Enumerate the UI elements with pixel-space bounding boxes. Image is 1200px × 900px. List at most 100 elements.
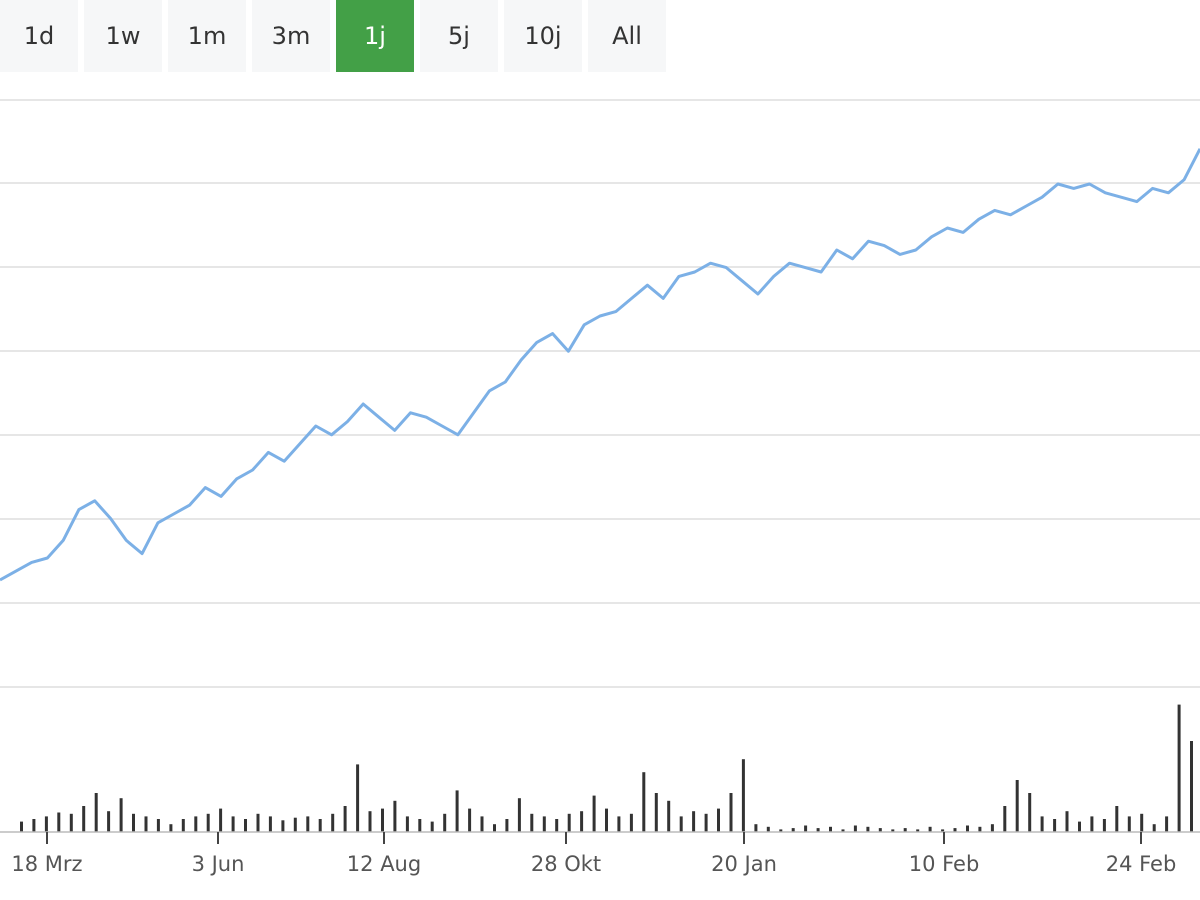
volume-bar-4 bbox=[69, 813, 73, 832]
volume-bar-88 bbox=[1115, 806, 1119, 832]
volume-bar-62 bbox=[791, 828, 795, 832]
volume-bar-35 bbox=[455, 790, 459, 832]
range-tab-1w[interactable]: 1w bbox=[84, 0, 162, 72]
volume-bar-61 bbox=[779, 829, 783, 832]
volume-bar-12 bbox=[169, 824, 173, 832]
volume-bar-71 bbox=[903, 828, 907, 832]
volume-bar-63 bbox=[804, 825, 808, 832]
volume-bar-38 bbox=[493, 824, 496, 832]
volume-bar-6 bbox=[94, 793, 98, 832]
volume-bar-59 bbox=[754, 824, 758, 832]
volume-bar-94 bbox=[1190, 741, 1193, 832]
volume-bar-31 bbox=[405, 816, 409, 832]
volume-bar-16 bbox=[219, 808, 223, 832]
range-tab-10j[interactable]: 10j bbox=[504, 0, 582, 72]
range-tab-3m[interactable]: 3m bbox=[252, 0, 330, 72]
volume-bar-92 bbox=[1165, 816, 1169, 832]
volume-bar-79 bbox=[1003, 806, 1007, 832]
volume-bar-41 bbox=[530, 813, 534, 832]
volume-bar-7 bbox=[107, 811, 111, 832]
range-tabs: 1d 1w 1m 3m 1j 5j 10j All bbox=[0, 0, 666, 72]
volume-bar-91 bbox=[1152, 824, 1156, 832]
volume-bar-52 bbox=[667, 800, 671, 832]
volume-bar-28 bbox=[368, 811, 372, 832]
volume-bar-26 bbox=[343, 806, 347, 832]
volume-bar-53 bbox=[679, 816, 683, 832]
volume-bar-51 bbox=[654, 793, 658, 832]
x-tick-label-1: 3 Jun bbox=[192, 852, 245, 876]
range-tab-5j[interactable]: 5j bbox=[420, 0, 498, 72]
x-tick-label-2: 12 Aug bbox=[347, 852, 421, 876]
volume-bar-50 bbox=[642, 772, 646, 832]
volume-bar-21 bbox=[281, 820, 285, 832]
volume-bar-90 bbox=[1140, 813, 1144, 832]
volume-bar-66 bbox=[841, 829, 845, 832]
volume-bar-11 bbox=[156, 819, 160, 832]
volume-bar-73 bbox=[928, 826, 932, 832]
volume-bar-78 bbox=[990, 824, 994, 832]
volume-bar-82 bbox=[1040, 816, 1044, 832]
volume-bar-93 bbox=[1177, 704, 1181, 832]
x-tick-label-6: 24 Feb bbox=[1106, 852, 1177, 876]
volume-bar-72 bbox=[916, 829, 920, 832]
volume-bar-56 bbox=[717, 808, 720, 832]
volume-bar-10 bbox=[144, 816, 148, 832]
volume-bar-83 bbox=[1053, 819, 1057, 832]
volume-bar-48 bbox=[617, 816, 621, 832]
volume-bar-44 bbox=[567, 813, 571, 832]
volume-bar-15 bbox=[206, 813, 210, 832]
volume-bar-57 bbox=[729, 793, 733, 832]
volume-bar-23 bbox=[306, 816, 310, 832]
volume-bar-60 bbox=[766, 826, 770, 832]
volume-bar-33 bbox=[430, 821, 434, 832]
volume-bar-85 bbox=[1078, 821, 1081, 832]
volume-bar-20 bbox=[268, 816, 272, 832]
range-tab-all[interactable]: All bbox=[588, 0, 666, 72]
volume-bar-80 bbox=[1015, 780, 1019, 832]
volume-bar-32 bbox=[418, 819, 422, 832]
volume-bar-75 bbox=[953, 828, 957, 832]
volume-bar-39 bbox=[505, 819, 509, 832]
volume-bar-46 bbox=[592, 795, 596, 832]
price-line bbox=[0, 148, 1200, 582]
volume-bar-55 bbox=[704, 813, 708, 832]
volume-bar-24 bbox=[318, 819, 322, 832]
volume-bar-58 bbox=[741, 759, 745, 832]
volume-bar-19 bbox=[256, 813, 260, 832]
volume-bar-64 bbox=[816, 828, 820, 832]
volume-bar-9 bbox=[132, 813, 135, 832]
range-tab-1m[interactable]: 1m bbox=[168, 0, 246, 72]
volume-bar-8 bbox=[119, 798, 123, 832]
volume-bar-30 bbox=[393, 800, 397, 832]
volume-bar-5 bbox=[82, 806, 86, 832]
volume-bar-81 bbox=[1028, 793, 1032, 832]
volume-bar-29 bbox=[381, 808, 384, 832]
volume-bar-27 bbox=[356, 764, 360, 832]
volume-bar-54 bbox=[692, 811, 696, 832]
volume-bar-84 bbox=[1065, 811, 1069, 832]
volume-bar-67 bbox=[853, 825, 857, 832]
volume-bar-36 bbox=[468, 808, 472, 832]
volume-bar-47 bbox=[605, 808, 608, 832]
volume-bar-0 bbox=[20, 821, 23, 832]
volume-bar-34 bbox=[443, 813, 447, 832]
volume-bar-86 bbox=[1090, 816, 1094, 832]
volume-bar-1 bbox=[32, 819, 36, 832]
volume-bar-43 bbox=[555, 819, 559, 832]
volume-bar-76 bbox=[966, 825, 969, 832]
range-tab-1j[interactable]: 1j bbox=[336, 0, 414, 72]
x-tick-label-0: 18 Mrz bbox=[11, 852, 82, 876]
volume-bar-74 bbox=[941, 829, 945, 832]
volume-bar-42 bbox=[542, 816, 546, 832]
volume-bar-2 bbox=[44, 816, 48, 832]
volume-bar-17 bbox=[231, 816, 235, 832]
volume-bar-69 bbox=[878, 828, 882, 832]
volume-bar-22 bbox=[293, 817, 297, 832]
volume-bar-40 bbox=[517, 798, 521, 832]
volume-bar-25 bbox=[331, 813, 335, 832]
volume-bar-37 bbox=[480, 816, 484, 832]
range-tab-1d[interactable]: 1d bbox=[0, 0, 78, 72]
volume-bar-45 bbox=[580, 811, 584, 832]
x-tick-label-3: 28 Okt bbox=[531, 852, 601, 876]
volume-bar-49 bbox=[629, 813, 633, 832]
